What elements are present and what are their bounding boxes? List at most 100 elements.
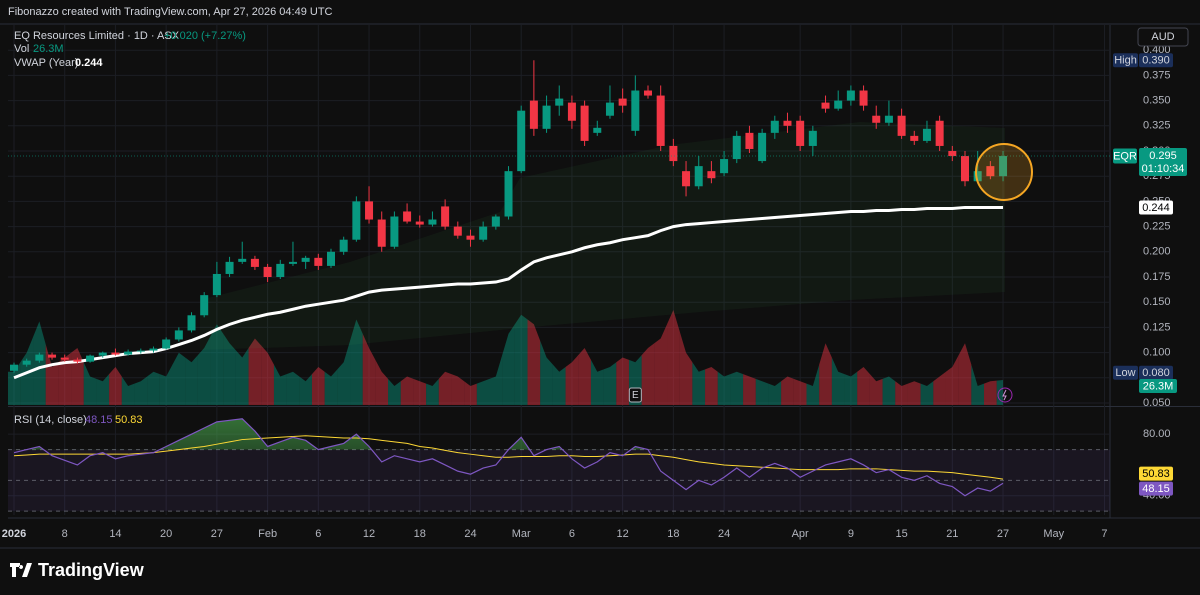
volume-segment [438,371,452,405]
rsi-tick-label: 80.00 [1143,428,1171,440]
volume-segment [400,376,414,405]
volume-segment [223,333,236,405]
volume-segment [20,337,34,405]
volume-segment [527,319,541,405]
y-tick-label: 0.175 [1143,271,1171,283]
volume-segment [273,364,287,405]
rsi-ma-line [13,435,1004,480]
alert-icon[interactable] [997,387,1013,403]
x-tick-label: 12 [363,528,375,540]
rsi-title: RSI (14, close) [14,414,87,426]
currency-box[interactable] [1137,27,1189,47]
volume-segment [552,364,566,405]
rsi-last-value: 48.15 [1142,483,1170,495]
candle-body [149,348,158,351]
candle-body [491,216,500,227]
volume-segment [147,371,160,405]
brand: TradingView [38,560,145,580]
candle-body [884,115,893,123]
overlay-last-value: 0.244 [1142,202,1170,214]
candle-body [720,159,729,174]
x-tick-label: 7 [1101,528,1107,540]
volume-segment [869,374,883,405]
volume-segment [299,374,312,405]
volume-segment [413,378,427,405]
price-label-value: 0.080 [1142,367,1170,379]
volume-segment [489,355,503,405]
candle-body [948,150,957,157]
x-tick-label: 14 [109,528,121,540]
volume-segment [514,314,528,405]
candle-body [821,102,830,109]
symbol-title: EQ Resources Limited · 1D · ASX [14,30,180,42]
candle-body [377,219,386,247]
candle-body [365,201,374,220]
volume-segment [641,343,655,405]
candle-body [314,257,323,266]
x-tick-label: 18 [414,528,426,540]
volume-segment [831,357,845,405]
candle-body [567,102,576,121]
candle-body [263,266,272,277]
candle-body [187,315,196,331]
candle-body [758,132,767,162]
x-tick-label: 8 [62,528,68,540]
price-label-value-box [1139,53,1173,68]
candle-body [808,130,817,146]
candle-body [605,102,614,116]
volume-value: 26.3M [33,43,64,55]
volume-segment [603,362,617,405]
volume-segment [920,381,934,405]
x-tick-label: 6 [569,528,575,540]
candle-body [631,90,640,131]
highlight-circle [975,143,1033,201]
volume-segment [362,333,376,405]
x-tick-label: 9 [848,528,854,540]
candle-body [327,251,335,266]
volume-name: Vol [14,43,29,55]
candle-body [707,171,716,179]
price-label-value-box [1139,365,1173,380]
candle-body [301,257,310,262]
y-tick-label: 0.225 [1143,220,1171,232]
y-tick-label: 0.150 [1143,296,1171,308]
x-tick-label: 20 [160,528,172,540]
rsi-layer [8,418,1110,512]
volume-segment [210,324,224,405]
volume-segment [654,324,668,405]
header-text: Fibonazzo created with TradingView.com, … [8,6,333,18]
volume-last-value: 26.3M [1143,380,1174,392]
candle-body [580,105,589,141]
x-tick-label: 12 [617,528,629,540]
volume-segment [806,364,820,405]
candle-body [415,221,424,225]
candle-body [60,357,69,360]
volume-segment [350,319,363,405]
overlay-name: VWAP (Year) [14,57,78,69]
rsi-value: 48.15 [85,414,113,426]
rsi-overbought-fill [14,418,1004,450]
volume-segment [324,369,338,405]
candle-body [10,364,18,371]
candle-body [466,235,475,240]
volume-segment [958,343,972,405]
candle-body [111,352,120,355]
y-tick-label: 0.200 [1143,246,1171,258]
volume-segment [945,355,959,405]
change: +0.020 (+7.27%) [164,30,246,42]
volume-segment [984,380,997,405]
volume-segment [971,364,985,405]
y-tick-label: 0.125 [1143,321,1171,333]
volume-segment [819,343,832,405]
x-tick-label: 24 [718,528,730,540]
volume-segment [311,367,325,405]
x-tick-label: Mar [512,528,531,540]
candle-body [910,135,919,141]
rsi-band-fill [8,449,1110,512]
volume-last-value-box [1139,379,1177,394]
candle-body [453,226,462,236]
rsi-line [13,418,1004,497]
candle-body [517,110,526,172]
y-tick-label: 0.325 [1143,120,1171,132]
volume-segment [261,345,274,405]
